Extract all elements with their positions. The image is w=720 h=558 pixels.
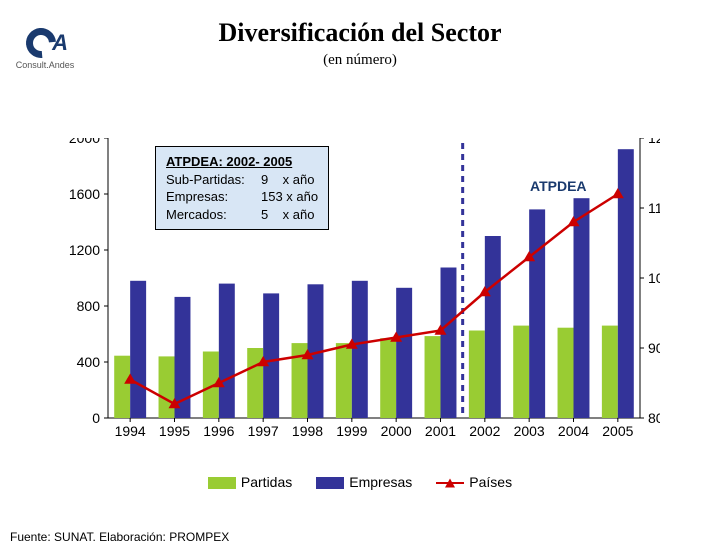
page-subtitle: (en número) (0, 52, 720, 69)
legend-item: Empresas (316, 474, 412, 490)
logo: A Consult.Andes (10, 28, 80, 70)
svg-text:2005: 2005 (602, 423, 633, 439)
svg-text:1600: 1600 (69, 186, 100, 202)
svg-text:1995: 1995 (159, 423, 190, 439)
legend-label: Países (469, 474, 512, 490)
svg-text:1999: 1999 (336, 423, 367, 439)
svg-text:2004: 2004 (558, 423, 589, 439)
svg-text:100: 100 (648, 270, 660, 286)
legend-label: Partidas (241, 474, 292, 490)
svg-text:110: 110 (648, 200, 660, 216)
info-row-label: Empresas: (166, 188, 261, 206)
info-box: ATPDEA: 2002- 2005 Sub-Partidas:9 x añoE… (155, 146, 329, 230)
logo-text: Consult.Andes (10, 60, 80, 70)
info-row-label: Sub-Partidas: (166, 171, 261, 189)
svg-text:1994: 1994 (115, 423, 146, 439)
svg-text:400: 400 (77, 354, 101, 370)
legend-item: Partidas (208, 474, 292, 490)
info-row: Sub-Partidas:9 x año (166, 171, 318, 189)
legend-item: Países (436, 474, 512, 490)
legend-label: Empresas (349, 474, 412, 490)
svg-text:80: 80 (648, 410, 660, 426)
svg-text:2000: 2000 (69, 138, 100, 146)
info-row: Empresas:153 x año (166, 188, 318, 206)
svg-text:90: 90 (648, 340, 660, 356)
svg-text:2002: 2002 (469, 423, 500, 439)
legend-swatch (208, 477, 236, 489)
svg-text:1998: 1998 (292, 423, 323, 439)
svg-text:1200: 1200 (69, 242, 100, 258)
svg-text:2003: 2003 (514, 423, 545, 439)
info-row-value: 153 x año (261, 188, 318, 206)
svg-text:0: 0 (92, 410, 100, 426)
legend-swatch (316, 477, 344, 489)
info-row: Mercados:5 x año (166, 206, 318, 224)
page-title: Diversificación del Sector (0, 18, 720, 48)
svg-text:2001: 2001 (425, 423, 456, 439)
info-row-label: Mercados: (166, 206, 261, 224)
svg-text:800: 800 (77, 298, 101, 314)
svg-text:1996: 1996 (203, 423, 234, 439)
legend: Partidas Empresas Países (0, 473, 720, 491)
svg-text:2000: 2000 (381, 423, 412, 439)
atpdea-label: ATPDEA (530, 178, 587, 194)
logo-icon: A (26, 28, 64, 58)
svg-text:120: 120 (648, 138, 660, 146)
info-row-value: 5 x año (261, 206, 314, 224)
svg-text:1997: 1997 (248, 423, 279, 439)
info-box-title: ATPDEA: 2002- 2005 (166, 153, 318, 171)
source-text: Fuente: SUNAT. Elaboración: PROMPEX (10, 530, 229, 544)
info-row-value: 9 x año (261, 171, 314, 189)
legend-swatch (436, 482, 464, 484)
